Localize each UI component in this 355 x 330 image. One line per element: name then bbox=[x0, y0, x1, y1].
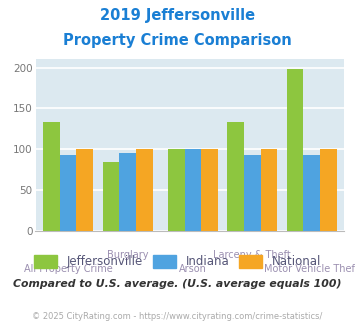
Bar bbox=[320, 149, 337, 231]
Legend: Jeffersonville, Indiana, National: Jeffersonville, Indiana, National bbox=[29, 250, 326, 273]
Text: Arson: Arson bbox=[179, 264, 207, 274]
Text: Burglary: Burglary bbox=[107, 250, 148, 260]
Text: Larceny & Theft: Larceny & Theft bbox=[213, 250, 291, 260]
Bar bbox=[43, 122, 60, 231]
Text: Property Crime Comparison: Property Crime Comparison bbox=[63, 33, 292, 48]
Bar bbox=[287, 69, 304, 231]
Bar bbox=[227, 122, 244, 231]
Bar bbox=[168, 149, 185, 231]
Bar bbox=[60, 155, 76, 231]
Bar bbox=[185, 149, 201, 231]
Text: Compared to U.S. average. (U.S. average equals 100): Compared to U.S. average. (U.S. average … bbox=[13, 279, 342, 289]
Bar bbox=[261, 149, 277, 231]
Text: All Property Crime: All Property Crime bbox=[24, 264, 113, 274]
Bar bbox=[136, 149, 153, 231]
Bar bbox=[103, 162, 119, 231]
Bar bbox=[201, 149, 218, 231]
Bar bbox=[76, 149, 93, 231]
Text: Motor Vehicle Theft: Motor Vehicle Theft bbox=[264, 264, 355, 274]
Text: © 2025 CityRating.com - https://www.cityrating.com/crime-statistics/: © 2025 CityRating.com - https://www.city… bbox=[32, 312, 323, 321]
Bar bbox=[304, 155, 320, 231]
Text: 2019 Jeffersonville: 2019 Jeffersonville bbox=[100, 8, 255, 23]
Bar bbox=[244, 155, 261, 231]
Bar bbox=[119, 153, 136, 231]
